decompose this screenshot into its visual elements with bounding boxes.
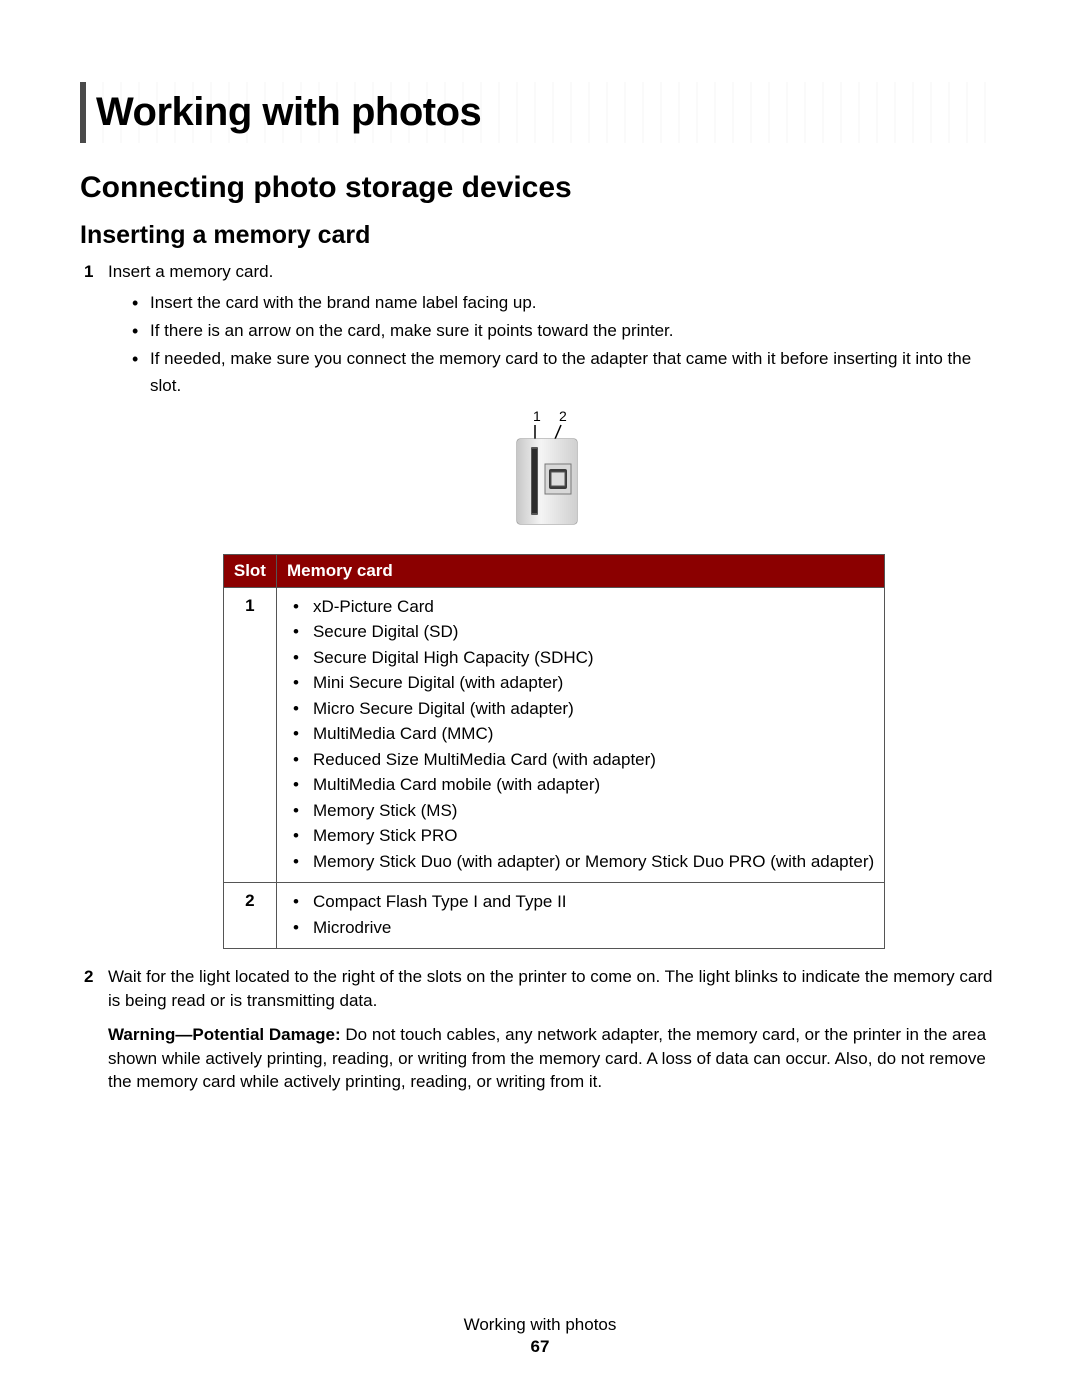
- warning-paragraph: Warning—Potential Damage: Do not touch c…: [108, 1023, 1000, 1094]
- card-item: Reduced Size MultiMedia Card (with adapt…: [293, 747, 874, 773]
- step-2: 2 Wait for the light located to the righ…: [80, 965, 1000, 1094]
- card-item: Memory Stick (MS): [293, 798, 874, 824]
- steps-list: 1 Insert a memory card. Insert the card …: [80, 260, 1000, 1094]
- title-banner: Working with photos: [80, 82, 1000, 143]
- step-number: 1: [84, 260, 93, 284]
- card-slot-figure: 1 2: [108, 409, 1000, 536]
- cards-cell: Compact Flash Type I and Type II Microdr…: [276, 883, 884, 949]
- card-item: MultiMedia Card (MMC): [293, 721, 874, 747]
- step-text: Insert a memory card.: [108, 262, 273, 281]
- table-row: 1 xD-Picture Card Secure Digital (SD) Se…: [223, 587, 884, 883]
- card-item: Mini Secure Digital (with adapter): [293, 670, 874, 696]
- card-list: xD-Picture Card Secure Digital (SD) Secu…: [287, 594, 874, 875]
- card-slot-icon: 1 2: [499, 409, 609, 529]
- page-title: Working with photos: [96, 90, 990, 135]
- card-item: Secure Digital (SD): [293, 619, 874, 645]
- bullet-item: If there is an arrow on the card, make s…: [132, 318, 1000, 344]
- table-header-card: Memory card: [276, 554, 884, 587]
- page-footer: Working with photos 67: [0, 1315, 1080, 1357]
- table-header-slot: Slot: [223, 554, 276, 587]
- bullet-item: Insert the card with the brand name labe…: [132, 290, 1000, 316]
- subsection-heading: Inserting a memory card: [80, 221, 1000, 250]
- step1-bullets: Insert the card with the brand name labe…: [108, 290, 1000, 399]
- figure-label-1: 1: [533, 409, 541, 424]
- card-item: Memory Stick PRO: [293, 823, 874, 849]
- warning-label: Warning—Potential Damage:: [108, 1025, 345, 1044]
- cards-cell: xD-Picture Card Secure Digital (SD) Secu…: [276, 587, 884, 883]
- table-row: 2 Compact Flash Type I and Type II Micro…: [223, 883, 884, 949]
- card-item: Compact Flash Type I and Type II: [293, 889, 874, 915]
- card-list: Compact Flash Type I and Type II Microdr…: [287, 889, 874, 940]
- card-item: Memory Stick Duo (with adapter) or Memor…: [293, 849, 874, 875]
- slot-cell: 1: [223, 587, 276, 883]
- card-item: Microdrive: [293, 915, 874, 941]
- step-text: Wait for the light located to the right …: [108, 967, 992, 1010]
- memory-card-table: Slot Memory card 1 xD-Picture Card Secur…: [223, 554, 885, 949]
- document-page: Working with photos Connecting photo sto…: [0, 0, 1080, 1094]
- figure-label-2: 2: [559, 409, 567, 424]
- section-heading: Connecting photo storage devices: [80, 171, 1000, 205]
- card-item: xD-Picture Card: [293, 594, 874, 620]
- footer-title: Working with photos: [0, 1315, 1080, 1335]
- card-item: MultiMedia Card mobile (with adapter): [293, 772, 874, 798]
- step-number: 2: [84, 965, 93, 989]
- footer-page-number: 67: [0, 1337, 1080, 1357]
- card-item: Secure Digital High Capacity (SDHC): [293, 645, 874, 671]
- slot-cell: 2: [223, 883, 276, 949]
- bullet-item: If needed, make sure you connect the mem…: [132, 346, 1000, 399]
- card-item: Micro Secure Digital (with adapter): [293, 696, 874, 722]
- step-1: 1 Insert a memory card. Insert the card …: [80, 260, 1000, 949]
